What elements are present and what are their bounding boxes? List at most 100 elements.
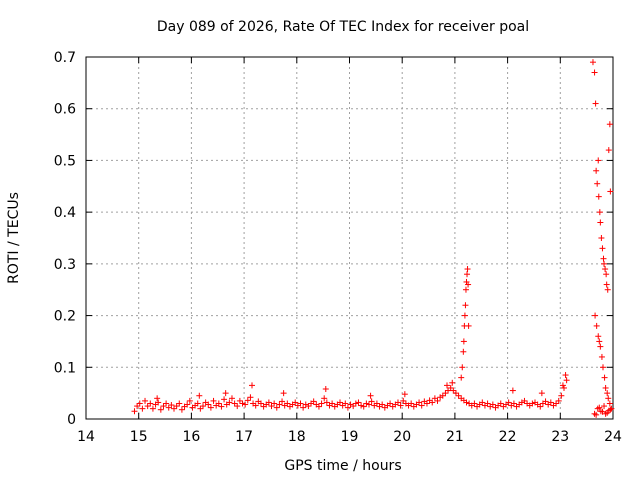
data-point bbox=[147, 400, 154, 407]
data-point bbox=[305, 403, 312, 410]
data-point bbox=[555, 397, 562, 404]
data-point bbox=[465, 322, 472, 329]
data-point bbox=[321, 395, 328, 402]
data-point bbox=[160, 403, 167, 410]
data-point bbox=[163, 400, 170, 407]
data-point bbox=[136, 400, 143, 407]
data-point bbox=[131, 408, 138, 415]
data-point bbox=[144, 403, 151, 410]
data-point bbox=[442, 390, 449, 397]
data-point bbox=[461, 312, 468, 319]
x-tick-label: 14 bbox=[77, 429, 95, 445]
data-point bbox=[178, 406, 185, 413]
data-point bbox=[276, 401, 283, 408]
data-point bbox=[601, 260, 608, 267]
data-point bbox=[344, 404, 351, 411]
grid bbox=[86, 57, 613, 419]
data-point bbox=[599, 364, 606, 371]
x-tick-label: 19 bbox=[341, 429, 359, 445]
data-point bbox=[606, 121, 613, 128]
y-axis-ticks: 0 0.1 0.2 0.3 0.4 0.5 0.6 0.7 bbox=[54, 50, 613, 428]
y-tick-label: 0.4 bbox=[54, 205, 76, 221]
data-point bbox=[599, 245, 606, 252]
y-axis-label: ROTI / TECUs bbox=[6, 192, 22, 284]
data-point bbox=[462, 302, 469, 309]
data-point bbox=[465, 281, 472, 288]
data-point bbox=[300, 404, 307, 411]
data-point bbox=[239, 400, 246, 407]
data-point bbox=[268, 403, 275, 410]
x-tick-label: 22 bbox=[499, 429, 517, 445]
data-point bbox=[367, 392, 374, 399]
data-point bbox=[599, 408, 606, 415]
data-point bbox=[463, 399, 470, 406]
data-point bbox=[562, 372, 569, 379]
data-point bbox=[594, 180, 601, 187]
data-point bbox=[464, 266, 471, 273]
data-point bbox=[462, 286, 469, 293]
data-point bbox=[176, 400, 183, 407]
data-point bbox=[184, 401, 191, 408]
data-point bbox=[215, 400, 222, 407]
y-tick-label: 0.5 bbox=[54, 153, 76, 169]
data-point bbox=[602, 410, 609, 417]
data-point bbox=[168, 402, 175, 409]
data-point bbox=[418, 402, 425, 409]
x-tick-label: 18 bbox=[288, 429, 306, 445]
data-point bbox=[387, 400, 394, 407]
data-point bbox=[365, 401, 372, 408]
data-point bbox=[593, 411, 600, 418]
data-point bbox=[601, 403, 608, 410]
data-point bbox=[509, 387, 516, 394]
data-point bbox=[265, 399, 272, 406]
data-point bbox=[450, 387, 457, 394]
data-point bbox=[400, 397, 407, 404]
data-point bbox=[591, 410, 598, 417]
data-point bbox=[197, 405, 204, 412]
data-point bbox=[596, 338, 603, 345]
data-point bbox=[358, 402, 365, 409]
data-point bbox=[603, 271, 610, 278]
x-tick-label: 21 bbox=[446, 429, 464, 445]
data-point bbox=[234, 403, 241, 410]
data-point bbox=[559, 382, 566, 389]
data-point bbox=[408, 400, 415, 407]
x-tick-label: 23 bbox=[551, 429, 569, 445]
data-point bbox=[439, 392, 446, 399]
data-point bbox=[273, 404, 280, 411]
data-point bbox=[542, 398, 549, 405]
data-point bbox=[459, 364, 466, 371]
data-point bbox=[596, 209, 603, 216]
data-point bbox=[292, 399, 299, 406]
data-point bbox=[329, 400, 336, 407]
data-point bbox=[593, 322, 600, 329]
data-point bbox=[597, 219, 604, 226]
data-point bbox=[352, 400, 359, 407]
y-tick-label: 0.7 bbox=[54, 50, 76, 66]
data-point bbox=[368, 398, 375, 405]
data-point bbox=[397, 402, 404, 409]
data-point bbox=[443, 382, 450, 389]
data-point bbox=[322, 386, 329, 393]
data-point bbox=[205, 401, 212, 408]
data-point bbox=[592, 312, 599, 319]
data-point bbox=[460, 338, 467, 345]
data-point bbox=[605, 395, 612, 402]
data-point bbox=[373, 400, 380, 407]
x-tick-label: 20 bbox=[393, 429, 411, 445]
data-point bbox=[597, 343, 604, 350]
data-point bbox=[228, 395, 235, 402]
data-point bbox=[401, 391, 408, 398]
data-point bbox=[510, 400, 517, 407]
data-point bbox=[521, 397, 528, 404]
data-point bbox=[342, 400, 349, 407]
data-points bbox=[131, 59, 615, 418]
y-tick-label: 0.6 bbox=[54, 102, 76, 118]
y-tick-label: 0.2 bbox=[54, 309, 76, 325]
data-point bbox=[142, 397, 149, 404]
data-point bbox=[563, 377, 570, 384]
data-point bbox=[171, 405, 178, 412]
data-point bbox=[592, 100, 599, 107]
data-point bbox=[429, 399, 436, 406]
